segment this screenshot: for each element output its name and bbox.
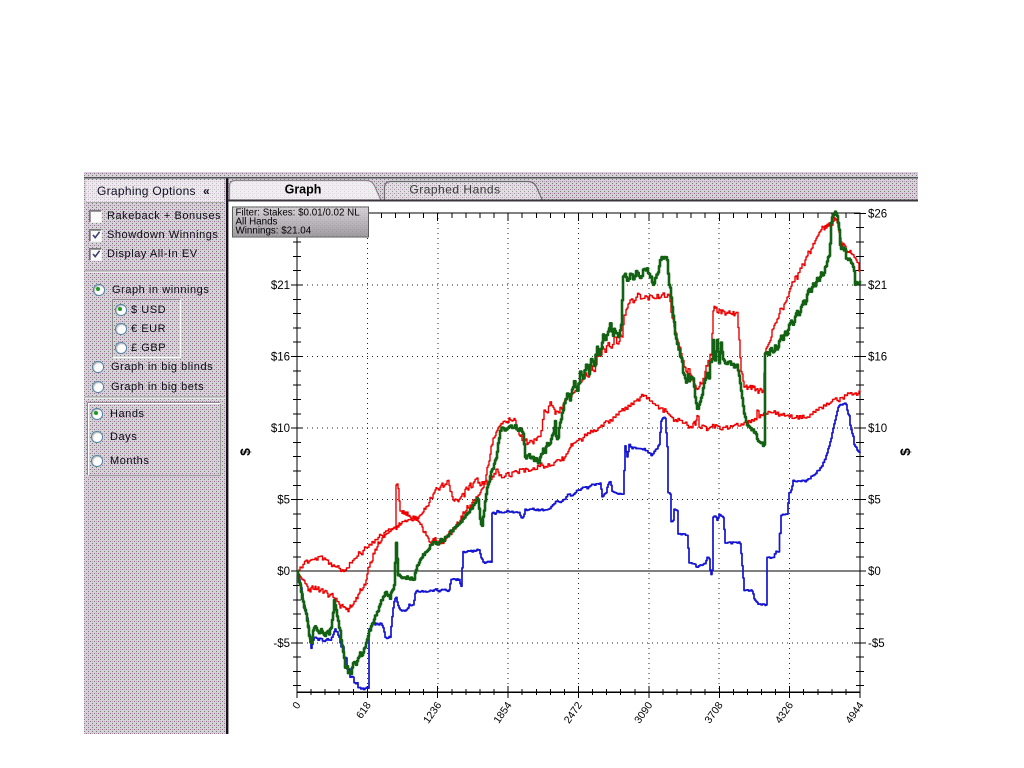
svg-text:4944: 4944 [843,700,866,726]
svg-text:3708: 3708 [702,700,725,726]
svg-text:$10: $10 [271,423,290,435]
svg-text:Graph: Graph [285,183,322,197]
svg-text:1854: 1854 [491,700,514,726]
svg-text:$5: $5 [277,495,290,507]
svg-text:2472: 2472 [562,700,585,726]
svg-text:3090: 3090 [632,700,655,726]
svg-text:$26: $26 [868,208,887,220]
svg-text:4326: 4326 [773,700,796,726]
svg-text:-$5: -$5 [868,638,885,650]
svg-text:$: $ [238,448,253,456]
svg-text:$0: $0 [868,566,881,578]
svg-text:$16: $16 [868,352,887,364]
svg-text:Filter: Stakes: $0.01/0.02 NL: Filter: Stakes: $0.01/0.02 NL [236,208,361,219]
svg-text:$16: $16 [271,352,290,364]
svg-text:$: $ [898,448,913,456]
svg-text:Graphed Hands: Graphed Hands [409,183,500,197]
svg-text:0: 0 [290,700,303,712]
svg-text:$10: $10 [868,423,887,435]
svg-text:All Hands: All Hands [236,217,278,228]
svg-text:Winnings: $21.04: Winnings: $21.04 [236,226,312,237]
svg-text:$5: $5 [868,495,881,507]
svg-text:$0: $0 [277,566,290,578]
svg-text:$21: $21 [868,280,887,292]
svg-text:-$5: -$5 [273,638,290,650]
svg-text:1236: 1236 [421,700,444,726]
svg-text:618: 618 [354,700,374,721]
svg-text:$21: $21 [271,280,290,292]
